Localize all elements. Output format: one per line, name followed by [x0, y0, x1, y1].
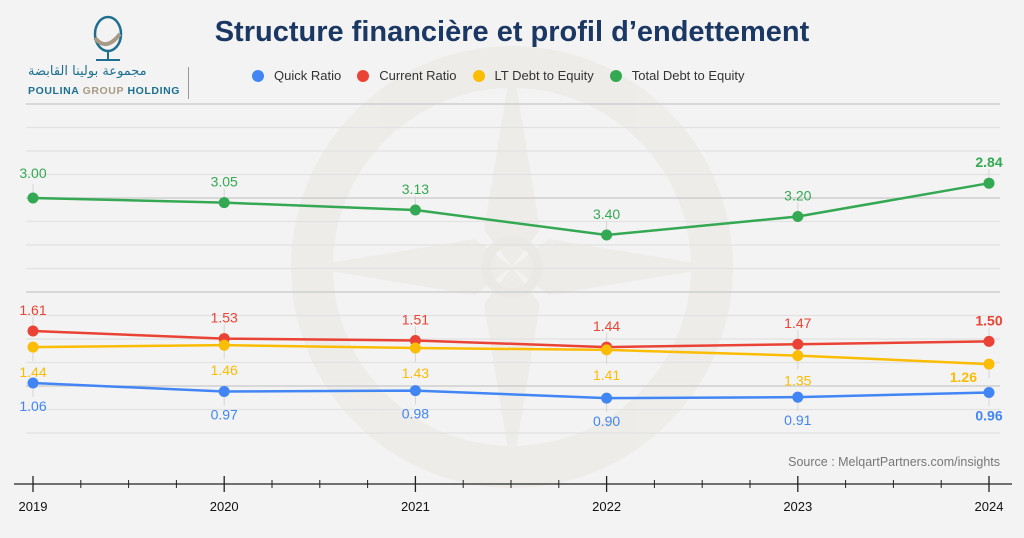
data-point [409, 204, 421, 216]
legend-item-current-ratio[interactable]: Current Ratio [357, 68, 457, 83]
data-point [792, 350, 804, 362]
data-point [27, 341, 39, 353]
data-label: 3.40 [593, 206, 620, 222]
data-point [601, 392, 613, 404]
chart-title: Structure financière et profil d’endette… [214, 16, 810, 48]
data-label: 1.35 [784, 373, 811, 389]
data-point [218, 386, 230, 398]
data-point [983, 177, 995, 189]
series-line-current [32, 329, 990, 349]
x-tick-label: 2023 [783, 499, 812, 514]
data-label: 1.53 [211, 310, 238, 326]
x-tick-label: 2024 [975, 499, 1004, 514]
legend-marker-total [609, 69, 622, 82]
x-axis: 2019 2020 2021 2022 2023 2024 [14, 476, 1012, 514]
data-label: 0.96 [975, 407, 1002, 423]
data-label: 1.47 [784, 315, 811, 331]
data-point [983, 358, 995, 370]
logo-mirror-icon [93, 15, 123, 61]
data-point [983, 386, 995, 398]
series-line-quick [32, 381, 990, 400]
data-point [792, 338, 804, 350]
data-label: 0.97 [211, 407, 238, 423]
logo-word-3: Holding [127, 85, 181, 97]
data-label: 1.46 [211, 362, 238, 378]
data-label: 3.05 [211, 174, 238, 190]
data-label: 3.13 [402, 181, 429, 197]
series-quick: 1.06 0.97 0.98 0.90 0.91 0.96 [19, 377, 1003, 429]
compass-watermark [291, 46, 733, 488]
data-point [218, 197, 230, 209]
legend-item-quick-ratio[interactable]: Quick Ratio [252, 68, 341, 83]
legend-marker-lt [472, 69, 485, 82]
x-tick-label: 2021 [401, 499, 430, 514]
data-point [601, 229, 613, 241]
logo-word-2: Group [82, 85, 124, 97]
data-point [27, 192, 39, 204]
x-tick-label: 2020 [210, 499, 239, 514]
x-tick-label: 2022 [592, 499, 621, 514]
legend: Quick Ratio Current Ratio LT Debt to Equ… [252, 68, 745, 83]
data-label: 2.84 [975, 154, 1002, 170]
data-label: 1.44 [593, 318, 620, 334]
logo-english-text: Poulina Group Holding [28, 85, 180, 97]
gridlines [26, 103, 1000, 434]
logo-word-1: Poulina [28, 85, 80, 97]
legend-label: LT Debt to Equity [494, 68, 594, 83]
logo-divider [188, 67, 189, 99]
company-logo: مجموعة بولينا القابضة Poulina Group Hold… [28, 12, 193, 99]
data-point [409, 385, 421, 397]
data-label: 1.44 [19, 364, 46, 380]
legend-item-total-debt-to-equity[interactable]: Total Debt to Equity [609, 68, 745, 83]
data-label: 1.43 [402, 365, 429, 381]
data-label: 3.20 [784, 188, 811, 204]
series-group: 1.06 0.97 0.98 0.90 0.91 0.96 1.61 1.53 1.51 1.44… [19, 154, 1002, 429]
data-label: 1.61 [19, 302, 46, 318]
x-tick-label: 2019 [19, 499, 48, 514]
data-label: 1.26 [950, 369, 977, 385]
data-label: 1.06 [19, 398, 46, 414]
data-label: 0.91 [784, 412, 811, 428]
legend-marker-quick [252, 69, 264, 82]
data-point [601, 344, 613, 356]
data-point [983, 335, 995, 347]
series-current: 1.61 1.53 1.51 1.44 1.47 1.50 [19, 302, 1003, 353]
data-point [409, 334, 421, 346]
data-label: 0.90 [593, 413, 620, 429]
legend-label: Current Ratio [379, 68, 457, 83]
series-total: 3.00 3.05 3.13 3.40 3.20 2.84 [19, 154, 1003, 241]
series-line-lt [32, 343, 990, 366]
legend-label: Total Debt to Equity [631, 68, 745, 83]
data-label: 3.00 [19, 165, 46, 181]
data-label: 0.98 [402, 406, 429, 422]
data-point [792, 211, 804, 222]
data-point [409, 342, 421, 354]
data-label: 1.51 [402, 311, 429, 327]
series-line-total [32, 181, 990, 237]
data-point [792, 391, 804, 403]
data-point [218, 339, 230, 351]
legend-item-lt-debt-to-equity[interactable]: LT Debt to Equity [472, 68, 594, 83]
series-lt: 1.44 1.46 1.43 1.41 1.35 1.26 [19, 339, 995, 389]
legend-label: Quick Ratio [274, 68, 342, 83]
source-note: Source : MelqartPartners.com/insights [788, 455, 1000, 469]
data-point [27, 377, 39, 389]
data-label: 1.50 [975, 312, 1002, 328]
logo-arabic-text: مجموعة بولينا القابضة [28, 64, 147, 79]
legend-marker-current [357, 69, 370, 82]
data-point [27, 325, 39, 337]
data-label: 1.41 [593, 367, 620, 383]
